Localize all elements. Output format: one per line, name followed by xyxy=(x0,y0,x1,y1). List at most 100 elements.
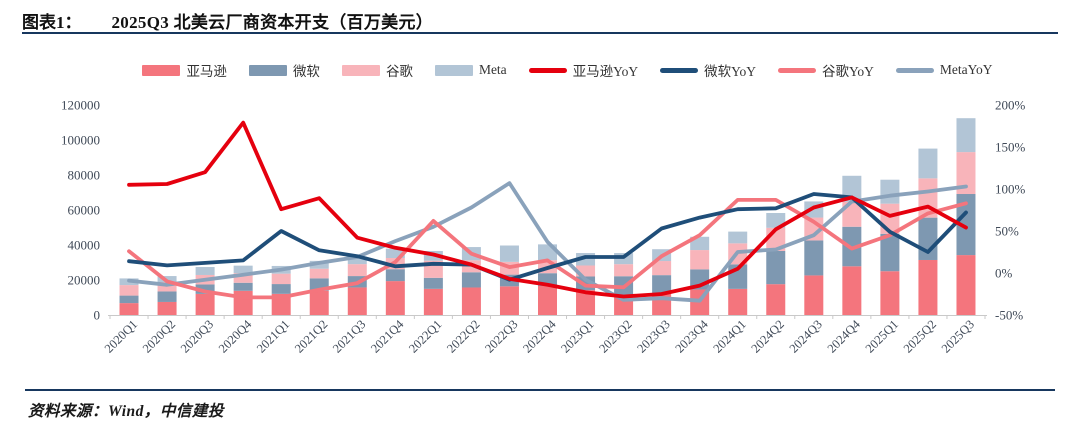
x-axis-category-label: 2025Q1 xyxy=(863,317,901,355)
bar-segment-amazon-2022Q1 xyxy=(423,288,443,315)
bar-segment-google-2020Q2 xyxy=(157,282,177,292)
bar-segment-google-2023Q4 xyxy=(690,250,710,270)
bar-segment-meta-2021Q4 xyxy=(385,248,405,259)
right-axis-tick-label: 0% xyxy=(995,266,1013,281)
bar-segment-meta-2020Q4 xyxy=(233,265,253,274)
bar-segment-amazon-2024Q2 xyxy=(766,284,786,315)
right-axis-tick-label: 50% xyxy=(995,224,1019,239)
bar-segment-amazon-2022Q3 xyxy=(499,286,519,315)
x-axis-category-label: 2021Q3 xyxy=(330,317,368,355)
bar-segment-microsoft-2021Q1 xyxy=(271,284,291,294)
x-axis-category-label: 2024Q1 xyxy=(710,317,748,355)
google-legend-label: 谷歌 xyxy=(385,64,413,79)
figure-header: 图表1： 2025Q3 北美云厂商资本开支（百万美元） xyxy=(22,8,1058,33)
x-axis-category-label: 2021Q2 xyxy=(292,317,330,355)
x-axis-category-label: 2022Q3 xyxy=(482,317,520,355)
x-axis-category-label: 2020Q4 xyxy=(216,317,255,356)
bar-segment-microsoft-2020Q2 xyxy=(157,291,177,302)
bar-segment-meta-2021Q3 xyxy=(347,256,367,265)
legend-item-meta: Meta xyxy=(434,62,507,78)
legend-item-meta-yoy: MetaYoY xyxy=(895,62,993,78)
bar-segment-amazon-2023Q1 xyxy=(576,290,596,315)
bar-segment-meta-2025Q1 xyxy=(880,179,900,204)
right-axis-tick-label: 200% xyxy=(995,98,1026,113)
right-axis-tick-label: 150% xyxy=(995,140,1026,155)
figure-number-label: 图表1： xyxy=(22,13,82,32)
bar-segment-meta-2025Q3 xyxy=(956,118,976,153)
x-axis-category-label: 2022Q4 xyxy=(520,317,559,356)
yoy-line-microsoft-yoy xyxy=(127,192,968,282)
bar-segment-amazon-2020Q3 xyxy=(195,293,215,315)
x-axis-category-label: 2022Q2 xyxy=(444,317,482,355)
meta-yoy-legend-swatch xyxy=(895,67,934,73)
x-axis-category-label: 2020Q1 xyxy=(102,317,140,355)
bar-segment-google-2020Q4 xyxy=(233,273,253,283)
amazon-yoy-legend-swatch xyxy=(528,67,567,73)
bar-segment-amazon-2024Q1 xyxy=(728,288,748,315)
amazon-legend-label: 亚马逊 xyxy=(186,64,227,79)
legend-item-amazon-yoy: 亚马逊YoY xyxy=(528,60,639,80)
bar-segment-amazon-2022Q4 xyxy=(538,285,557,315)
meta-legend-swatch xyxy=(434,64,473,76)
yoy-line-google-yoy xyxy=(127,197,968,300)
legend-item-google-yoy: 谷歌YoY xyxy=(778,60,874,80)
microsoft-yoy-legend-label: 微软YoY xyxy=(704,64,756,79)
legend-item-microsoft: 微软 xyxy=(248,60,320,80)
bar-segment-meta-2024Q2 xyxy=(766,213,786,228)
x-axis-category-label: 2021Q4 xyxy=(368,317,407,356)
bar-segment-amazon-2020Q2 xyxy=(157,301,177,315)
bar-segment-google-2023Q3 xyxy=(652,261,672,276)
bar-segment-microsoft-2022Q1 xyxy=(423,277,443,289)
x-axis-category-label: 2025Q2 xyxy=(901,317,939,355)
microsoft-legend-swatch xyxy=(248,64,287,76)
x-axis-category-label: 2025Q3 xyxy=(939,317,977,355)
bar-segment-amazon-2021Q4 xyxy=(385,281,405,315)
left-axis-tick-label: 20000 xyxy=(68,273,101,288)
figure-title: 2025Q3 北美云厂商资本开支（百万美元） xyxy=(111,13,434,32)
bar-segment-amazon-2024Q3 xyxy=(804,275,824,315)
bar-segment-microsoft-2022Q2 xyxy=(461,272,481,288)
bar-segment-microsoft-2025Q1 xyxy=(880,233,900,272)
left-axis-tick-label: 80000 xyxy=(68,168,101,183)
bar-segment-google-2021Q1 xyxy=(271,273,291,285)
bar-segment-meta-2023Q4 xyxy=(690,236,710,251)
meta-legend-label: Meta xyxy=(478,62,507,77)
bar-segment-microsoft-2021Q4 xyxy=(385,269,405,282)
bar-segment-amazon-2021Q2 xyxy=(309,290,329,315)
google-yoy-legend-label: 谷歌YoY xyxy=(822,64,874,79)
bar-segment-google-2020Q1 xyxy=(119,285,139,296)
bar-segment-meta-2020Q3 xyxy=(195,267,215,275)
bar-segment-microsoft-2024Q3 xyxy=(804,240,824,276)
bar-segment-microsoft-2020Q1 xyxy=(119,295,139,304)
bar-segment-google-2023Q2 xyxy=(614,264,634,277)
bar-segment-amazon-2021Q3 xyxy=(347,287,367,315)
x-axis-category-label: 2023Q3 xyxy=(634,317,672,355)
left-axis-tick-label: 120000 xyxy=(61,98,100,113)
google-legend-swatch xyxy=(341,64,380,76)
left-axis-tick-label: 100000 xyxy=(61,133,100,148)
right-axis-tick-label: -50% xyxy=(995,308,1023,323)
x-axis-category-label: 2022Q1 xyxy=(406,317,444,355)
x-axis-category-label: 2023Q4 xyxy=(672,317,711,356)
bar-segment-google-2021Q3 xyxy=(347,264,367,277)
legend-item-microsoft-yoy: 微软YoY xyxy=(660,60,756,80)
bar-segment-amazon-2022Q2 xyxy=(461,287,481,315)
bar-segment-microsoft-2020Q3 xyxy=(195,284,215,294)
bar-segment-microsoft-2023Q3 xyxy=(652,275,672,294)
x-axis-category-label: 2024Q2 xyxy=(748,317,786,355)
chart-legend: 亚马逊 微软 谷歌 Meta 亚马逊YoY 微软YoY 谷歌YoY MetaYoY xyxy=(95,60,1040,80)
x-axis-category-label: 2020Q3 xyxy=(178,317,216,355)
legend-item-google: 谷歌 xyxy=(341,60,413,80)
bar-segment-meta-2024Q1 xyxy=(728,231,748,244)
bar-segment-amazon-2020Q1 xyxy=(119,303,139,315)
bar-segment-amazon-2025Q1 xyxy=(880,271,900,315)
microsoft-yoy-legend-swatch xyxy=(660,67,699,73)
amazon-yoy-legend-label: 亚马逊YoY xyxy=(572,64,639,79)
left-axis-tick-label: 0 xyxy=(94,308,101,323)
x-axis-category-label: 2024Q3 xyxy=(787,317,825,355)
yoy-line-meta-yoy xyxy=(127,181,968,303)
yoy-line-amazon-yoy xyxy=(127,120,968,299)
bar-segment-microsoft-2025Q3 xyxy=(956,194,976,256)
